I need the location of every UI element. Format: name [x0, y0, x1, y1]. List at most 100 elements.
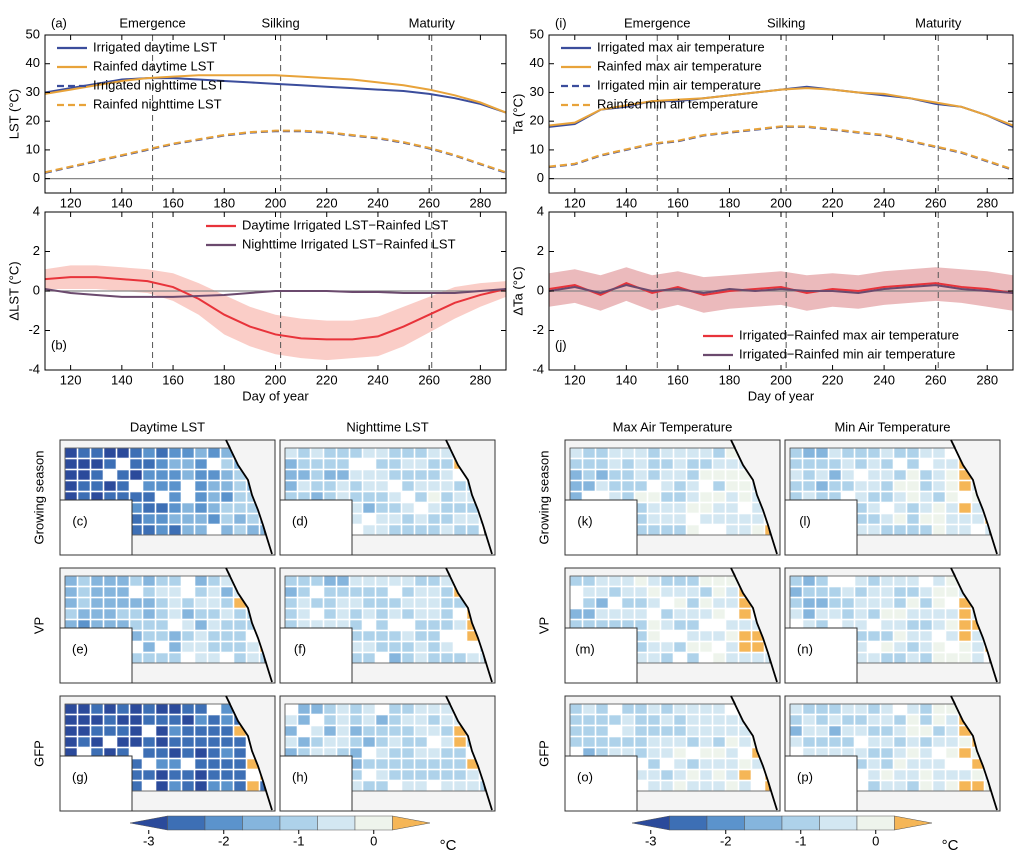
- county-cell: [207, 747, 221, 759]
- county-cell: [919, 652, 933, 663]
- county-cell: [453, 513, 467, 525]
- county-cell: [893, 448, 907, 459]
- county-cell: [738, 630, 752, 642]
- legend-label: Irrigated−Rainfed min air temperature: [739, 346, 955, 361]
- county-cell: [310, 725, 324, 737]
- county-cell: [427, 704, 441, 715]
- inset-box: [59, 755, 133, 812]
- county-cell: [906, 747, 920, 759]
- county-cell: [401, 725, 415, 737]
- county-cell: [323, 608, 337, 620]
- county-cell: [362, 652, 376, 663]
- county-cell: [608, 576, 622, 587]
- county-cell: [828, 736, 842, 748]
- county-cell: [142, 586, 156, 598]
- county-cell: [297, 608, 311, 620]
- county-cell: [220, 758, 234, 770]
- county-cell: [388, 769, 402, 781]
- county-cell: [155, 480, 169, 492]
- county-cell: [686, 491, 700, 503]
- county-cell: [880, 469, 894, 481]
- county-cell: [906, 502, 920, 514]
- county-cell: [388, 597, 402, 609]
- county-cell: [297, 576, 311, 587]
- county-cell: [181, 513, 195, 525]
- county-cell: [570, 458, 583, 470]
- county-cell: [790, 586, 803, 598]
- county-cell: [401, 758, 415, 770]
- county-cell: [867, 780, 881, 791]
- county-cell: [906, 597, 920, 609]
- county-cell: [582, 576, 596, 587]
- county-cell: [362, 736, 376, 748]
- x-tick-label: 140: [615, 372, 637, 387]
- county-cell: [453, 619, 467, 631]
- county-cell: [129, 491, 143, 503]
- county-cell: [220, 458, 234, 470]
- y-tick-label: 2: [33, 243, 40, 258]
- county-cell: [129, 725, 143, 737]
- county-cell: [880, 780, 894, 791]
- county-cell: [906, 758, 920, 770]
- county-cell: [181, 448, 195, 459]
- county-cell: [375, 502, 389, 514]
- legend-label: Irrigated−Rainfed max air temperature: [739, 327, 959, 342]
- county-cell: [815, 469, 829, 481]
- county-cell: [427, 513, 441, 525]
- county-cell: [751, 641, 765, 653]
- county-cell: [297, 714, 311, 726]
- county-cell: [673, 586, 687, 598]
- county-cell: [725, 513, 739, 525]
- county-cell: [854, 586, 868, 598]
- county-cell: [77, 458, 91, 470]
- y-tick-label: 4: [33, 203, 40, 218]
- county-cell: [764, 524, 770, 535]
- y-tick-label: 4: [537, 203, 544, 218]
- county-cell: [155, 736, 169, 748]
- colorbar-tick-label: 0: [370, 833, 377, 848]
- county-cell: [932, 491, 946, 503]
- county-cell: [181, 597, 195, 609]
- county-cell: [207, 725, 221, 737]
- county-cell: [595, 725, 609, 737]
- county-cell: [712, 597, 726, 609]
- colorbar-tick-label: -3: [143, 833, 155, 848]
- county-cell: [207, 576, 221, 587]
- river: [950, 695, 998, 811]
- county-cell: [828, 458, 842, 470]
- county-cell: [815, 480, 829, 492]
- county-cell: [220, 469, 234, 481]
- county-cell: [945, 780, 959, 791]
- county-cell: [647, 704, 661, 715]
- county-cell: [686, 769, 700, 781]
- county-cell: [220, 502, 234, 514]
- county-cell: [699, 513, 713, 525]
- county-cell: [90, 597, 104, 609]
- county-cell: [919, 513, 933, 525]
- county-cell: [220, 714, 234, 726]
- county-cell: [90, 469, 104, 481]
- county-cell: [893, 491, 907, 503]
- panel-label: (m): [575, 641, 595, 656]
- county-cell: [945, 619, 959, 631]
- county-cell: [168, 780, 182, 791]
- county-cell: [932, 714, 946, 726]
- county-cell: [712, 469, 726, 481]
- county-cell: [220, 513, 234, 525]
- column-title: Min Air Temperature: [834, 419, 950, 434]
- county-cell: [686, 469, 700, 481]
- county-cell: [608, 469, 622, 481]
- county-cell: [699, 448, 713, 459]
- county-cell: [103, 714, 117, 726]
- county-cell: [246, 652, 260, 663]
- legend-label: Rainfed nighttime LST: [93, 96, 222, 111]
- county-cell: [285, 576, 298, 587]
- county-cell: [971, 780, 985, 791]
- colorbar-swatch: [204, 815, 243, 831]
- county-cell: [660, 502, 674, 514]
- county-cell: [673, 458, 687, 470]
- county-cell: [647, 597, 661, 609]
- county-cell: [375, 780, 389, 791]
- county-cell: [867, 725, 881, 737]
- county-cell: [880, 448, 894, 459]
